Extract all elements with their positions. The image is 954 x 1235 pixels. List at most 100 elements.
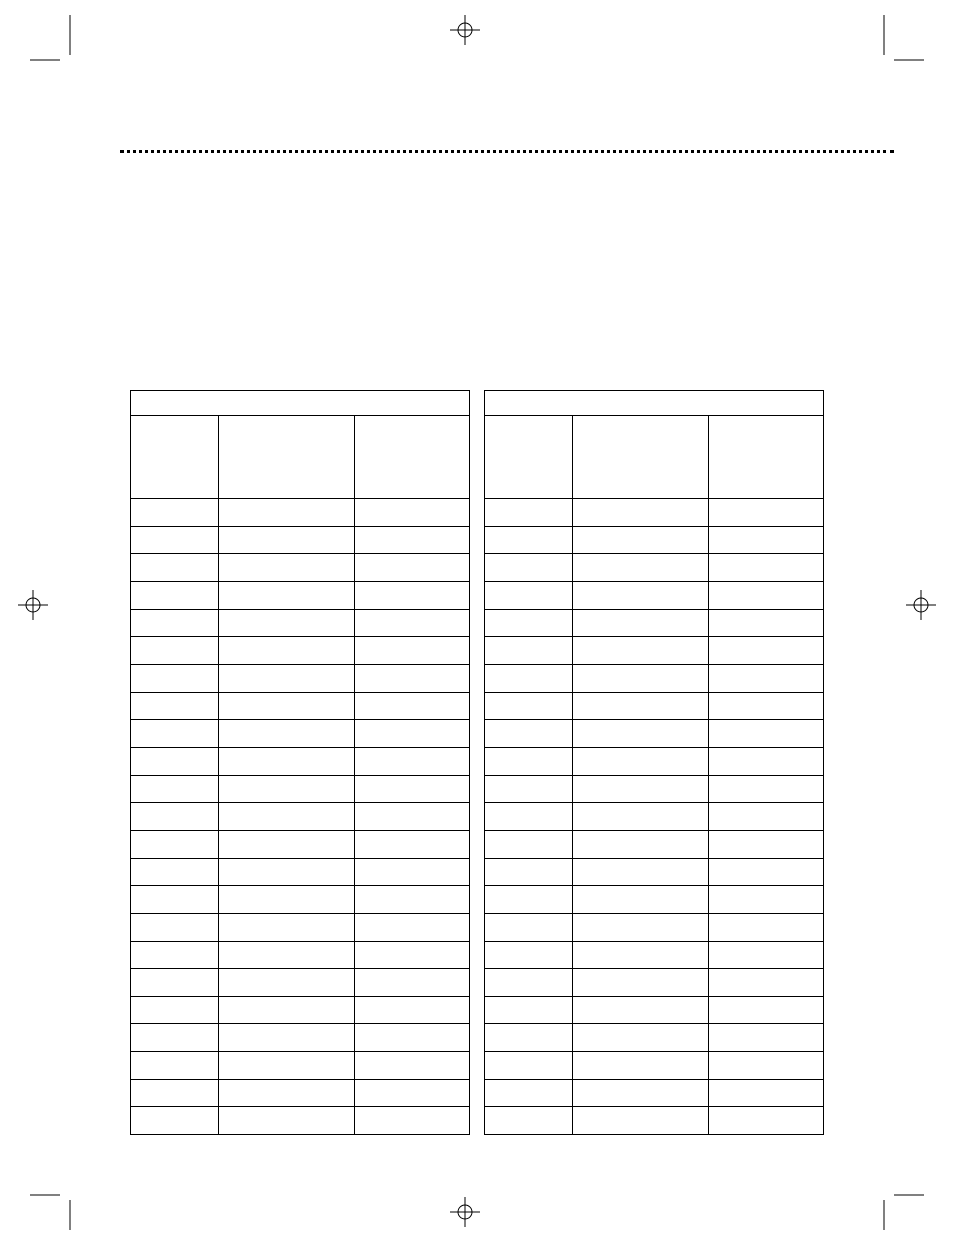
table-cell [709, 776, 823, 803]
table-cell [573, 1080, 708, 1107]
table-cell [355, 969, 469, 996]
table-cell [219, 1080, 354, 1107]
table-left-header [131, 416, 469, 499]
table-right-col-2 [709, 416, 823, 498]
table-cell [131, 527, 219, 554]
table-right-header [485, 416, 823, 499]
table-cell [709, 1052, 823, 1079]
table-cell [131, 914, 219, 941]
table-row [485, 942, 823, 970]
table-row [131, 831, 469, 859]
table-cell [219, 942, 354, 969]
table-cell [573, 1107, 708, 1134]
table-cell [573, 1024, 708, 1051]
table-cell [131, 499, 219, 526]
table-cell [709, 720, 823, 747]
table-cell [485, 720, 573, 747]
table-row [485, 554, 823, 582]
table-row [131, 969, 469, 997]
table-row [131, 693, 469, 721]
table-cell [573, 637, 708, 664]
table-row [485, 776, 823, 804]
table-cell [355, 720, 469, 747]
crop-mark-top-right [874, 15, 924, 75]
table-row [485, 997, 823, 1025]
table-row [485, 610, 823, 638]
dotted-rule [120, 150, 894, 153]
table-cell [485, 942, 573, 969]
table-left [130, 390, 470, 1135]
table-cell [131, 582, 219, 609]
table-cell [485, 665, 573, 692]
table-row [131, 582, 469, 610]
table-row [131, 886, 469, 914]
table-cell [131, 831, 219, 858]
table-row [485, 831, 823, 859]
table-row [131, 1024, 469, 1052]
table-cell [131, 720, 219, 747]
table-right-title [485, 391, 823, 416]
table-row [485, 527, 823, 555]
table-cell [485, 859, 573, 886]
table-cell [131, 748, 219, 775]
table-cell [485, 582, 573, 609]
table-cell [709, 1080, 823, 1107]
table-cell [219, 1024, 354, 1051]
table-cell [709, 831, 823, 858]
table-cell [219, 748, 354, 775]
table-row [131, 776, 469, 804]
table-cell [573, 831, 708, 858]
table-cell [355, 637, 469, 664]
table-cell [355, 859, 469, 886]
crop-mark-bottom-right [874, 1190, 924, 1230]
registration-mark-left [18, 590, 48, 620]
table-row [131, 720, 469, 748]
table-row [131, 803, 469, 831]
table-row [485, 1107, 823, 1134]
table-cell [709, 914, 823, 941]
table-cell [219, 527, 354, 554]
table-cell [219, 831, 354, 858]
table-cell [219, 610, 354, 637]
table-cell [485, 776, 573, 803]
table-cell [709, 859, 823, 886]
table-cell [485, 914, 573, 941]
crop-mark-top-left [30, 15, 80, 75]
table-left-title [131, 391, 469, 416]
table-cell [219, 776, 354, 803]
table-cell [709, 637, 823, 664]
table-right-body [485, 499, 823, 1134]
table-cell [355, 582, 469, 609]
table-cell [219, 1107, 354, 1134]
registration-mark-top [450, 15, 480, 45]
table-cell [573, 859, 708, 886]
table-cell [709, 554, 823, 581]
table-cell [485, 886, 573, 913]
table-cell [131, 665, 219, 692]
table-cell [355, 831, 469, 858]
table-cell [219, 969, 354, 996]
table-cell [355, 1024, 469, 1051]
table-cell [573, 527, 708, 554]
table-cell [355, 997, 469, 1024]
tables-container [130, 390, 824, 1135]
table-cell [131, 942, 219, 969]
table-left-col-1 [219, 416, 354, 498]
table-cell [131, 859, 219, 886]
table-cell [573, 720, 708, 747]
table-cell [485, 748, 573, 775]
table-cell [355, 776, 469, 803]
table-right [484, 390, 824, 1135]
table-cell [131, 693, 219, 720]
table-cell [219, 554, 354, 581]
table-cell [573, 1052, 708, 1079]
table-cell [131, 1052, 219, 1079]
table-cell [485, 997, 573, 1024]
table-cell [131, 997, 219, 1024]
table-cell [355, 942, 469, 969]
table-row [131, 665, 469, 693]
table-row [485, 886, 823, 914]
table-cell [485, 610, 573, 637]
table-cell [219, 637, 354, 664]
table-cell [573, 748, 708, 775]
